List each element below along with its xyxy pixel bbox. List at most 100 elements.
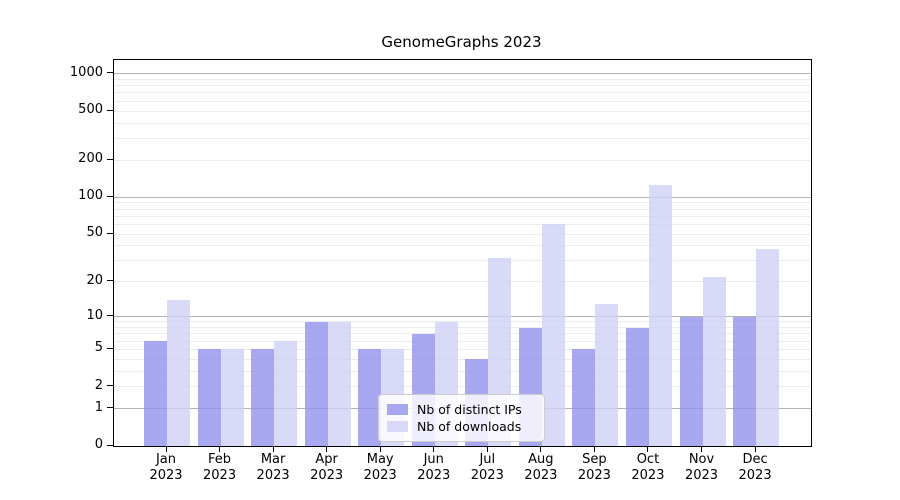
x-tick-mark-aug <box>540 446 542 452</box>
y-tick-mark-200 <box>107 158 113 160</box>
legend-item-downloads: Nb of downloads <box>387 418 534 435</box>
gridline-400 <box>114 122 811 124</box>
gridline-10 <box>114 316 811 318</box>
gridline-20 <box>114 281 811 283</box>
x-tick-label-sep: Sep 2023 <box>564 452 624 484</box>
y-tick-mark-50 <box>107 232 113 234</box>
x-tick-label-dec: Dec 2023 <box>725 452 785 484</box>
x-tick-label-jul: Jul 2023 <box>457 452 517 484</box>
gridline-90 <box>114 202 811 204</box>
y-tick-mark-1 <box>107 407 113 409</box>
y-tick-label-0: 0 <box>94 437 103 452</box>
bar-jan-downloads <box>167 300 190 446</box>
gridline-40 <box>114 245 811 247</box>
x-tick-label-mar: Mar 2023 <box>243 452 303 484</box>
gridline-80 <box>114 208 811 210</box>
bar-nov-distinct-ips <box>679 316 703 446</box>
bar-dec-distinct-ips <box>733 316 757 446</box>
bar-feb-downloads <box>220 349 244 446</box>
x-tick-label-oct: Oct 2023 <box>618 452 678 484</box>
gridline-70 <box>114 215 811 217</box>
chart-title: GenomeGraphs 2023 <box>381 33 542 51</box>
y-tick-mark-0 <box>107 444 113 446</box>
bar-sep-distinct-ips <box>572 349 596 446</box>
bar-may-distinct-ips <box>358 349 382 446</box>
x-tick-year: 2023 <box>363 468 397 483</box>
plot-area <box>113 59 812 447</box>
bar-mar-downloads <box>274 341 298 446</box>
x-tick-year: 2023 <box>256 468 290 483</box>
gridline-9 <box>114 321 811 323</box>
bar-dec-downloads <box>756 248 780 446</box>
bar-mar-distinct-ips <box>251 349 275 446</box>
y-tick-label-10: 10 <box>86 307 103 323</box>
y-tick-mark-1000 <box>107 72 113 74</box>
x-tick-year: 2023 <box>684 468 719 483</box>
x-tick-label-may: May 2023 <box>350 452 410 484</box>
bar-aug-downloads <box>541 224 565 446</box>
x-tick-year: 2023 <box>470 468 504 483</box>
x-tick-label-apr: Apr 2023 <box>297 452 357 484</box>
bar-sep-downloads <box>595 303 619 446</box>
y-tick-label-50: 50 <box>86 225 103 241</box>
legend-label-ips: Nb of distinct IPs <box>417 402 522 417</box>
legend-swatch-downloads <box>387 421 408 432</box>
x-tick-label-feb: Feb 2023 <box>190 452 250 484</box>
gridline-4 <box>114 358 811 360</box>
x-tick-mark-may <box>379 446 381 452</box>
x-tick-year: 2023 <box>310 468 344 483</box>
x-tick-year: 2023 <box>577 468 611 483</box>
gridline-800 <box>114 85 811 87</box>
x-tick-mark-jun <box>433 446 435 452</box>
bar-apr-downloads <box>327 321 351 446</box>
y-tick-label-200: 200 <box>78 151 103 167</box>
x-tick-year: 2023 <box>524 468 558 483</box>
x-tick-mark-jul <box>486 446 488 452</box>
x-tick-mark-mar <box>272 446 274 452</box>
y-tick-mark-10 <box>107 315 113 317</box>
y-tick-label-100: 100 <box>78 188 103 204</box>
gridline-8 <box>114 327 811 329</box>
y-tick-label-1000: 1000 <box>69 64 103 80</box>
gridline-7 <box>114 333 811 335</box>
y-tick-label-5: 5 <box>94 340 103 356</box>
gridline-200 <box>114 159 811 161</box>
y-tick-mark-100 <box>107 195 113 197</box>
y-tick-label-2: 2 <box>94 377 103 393</box>
bar-oct-distinct-ips <box>625 327 649 446</box>
x-tick-year: 2023 <box>631 468 665 483</box>
y-tick-mark-5 <box>107 347 113 349</box>
gridline-1000 <box>114 73 811 75</box>
gridline-100 <box>114 196 811 198</box>
legend-label-downloads: Nb of downloads <box>417 419 522 434</box>
bar-feb-distinct-ips <box>197 349 221 446</box>
legend-box: Nb of distinct IPs Nb of downloads <box>378 394 545 442</box>
y-tick-label-500: 500 <box>78 102 103 117</box>
x-tick-year: 2023 <box>149 468 183 483</box>
x-tick-mark-nov <box>701 446 702 452</box>
x-tick-label-jun: Jun 2023 <box>404 452 464 484</box>
x-tick-label-nov: Nov 2023 <box>672 452 732 484</box>
x-tick-mark-oct <box>647 446 649 452</box>
bar-apr-distinct-ips <box>304 321 328 446</box>
y-tick-mark-2 <box>107 385 113 387</box>
x-tick-mark-feb <box>219 446 221 452</box>
y-tick-label-1: 1 <box>94 399 103 415</box>
x-tick-label-jan: Jan 2023 <box>136 452 196 484</box>
bar-oct-downloads <box>648 185 672 446</box>
gridline-300 <box>114 137 811 139</box>
legend-item-distinct-ips: Nb of distinct IPs <box>387 401 534 418</box>
gridline-900 <box>114 78 811 80</box>
gridline-500 <box>114 110 811 112</box>
gridline-3 <box>114 370 811 372</box>
bar-nov-downloads <box>702 277 726 446</box>
x-tick-year: 2023 <box>203 468 237 483</box>
legend-swatch-ips <box>387 404 408 415</box>
x-tick-mark-sep <box>593 446 595 452</box>
gridline-600 <box>114 100 811 102</box>
x-tick-label-aug: Aug 2023 <box>511 452 571 484</box>
gridline-6 <box>114 340 811 342</box>
x-tick-mark-apr <box>326 446 328 452</box>
bar-jan-distinct-ips <box>144 341 167 446</box>
